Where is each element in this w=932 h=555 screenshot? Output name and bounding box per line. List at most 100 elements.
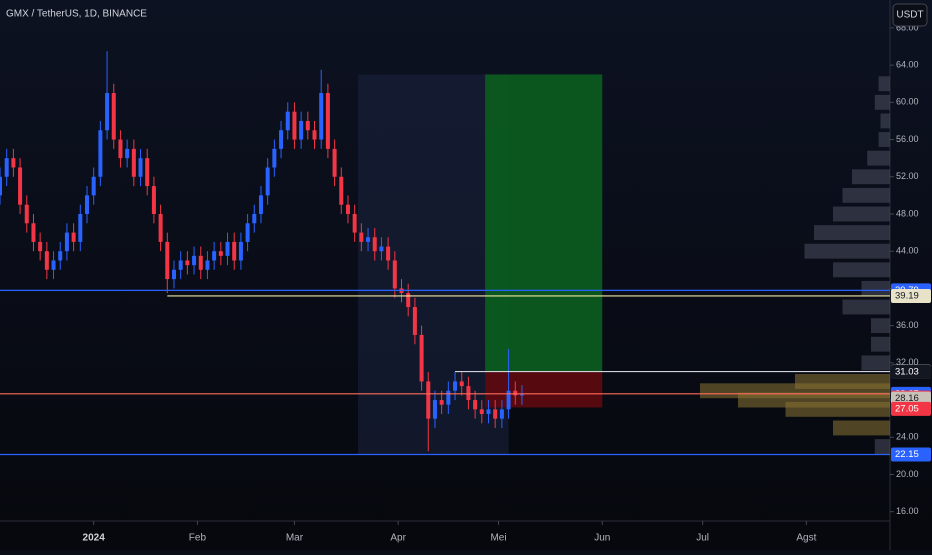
candle-body — [178, 260, 183, 270]
candle-body — [479, 409, 484, 415]
candle-body — [453, 381, 458, 391]
price-tag — [891, 401, 931, 416]
candle-body — [18, 167, 23, 205]
candle-body — [212, 251, 217, 261]
volume-profile-bar — [880, 113, 890, 129]
y-tick-label: 32.00 — [896, 357, 919, 367]
y-tick-label: 44.00 — [896, 246, 919, 256]
candle-body — [245, 223, 250, 242]
position-target — [485, 74, 603, 372]
candle-body — [513, 390, 518, 396]
candle-body — [386, 246, 391, 261]
candle-body — [44, 251, 49, 270]
candle-body — [24, 204, 29, 224]
candle-body — [379, 246, 384, 252]
plot: 16.0020.0024.0028.0032.0036.0040.0044.00… — [0, 22, 931, 544]
candle-body — [466, 386, 471, 401]
candle-body — [238, 241, 243, 261]
candle-body — [473, 400, 478, 410]
candle-body — [439, 400, 444, 405]
candle-body — [145, 158, 150, 187]
y-tick-label: 52.00 — [896, 171, 919, 181]
candle-body — [78, 213, 83, 242]
candle-body — [279, 130, 284, 149]
price-tag — [891, 288, 931, 303]
candle-body — [105, 93, 110, 131]
x-tick-label: Apr — [390, 533, 406, 544]
candle-body — [292, 111, 297, 140]
y-tick-label: 20.00 — [896, 469, 919, 479]
candle-body — [138, 158, 143, 177]
candle-body — [372, 237, 377, 252]
y-tick-label: 16.00 — [896, 506, 919, 516]
candle-body — [252, 213, 257, 224]
candle-body — [459, 381, 464, 387]
volume-profile-bar — [842, 299, 890, 315]
candle-body — [352, 213, 357, 233]
candle-body — [71, 232, 76, 242]
candle-body — [312, 130, 317, 140]
volume-profile-bar — [878, 76, 890, 92]
volume-profile-bar — [874, 439, 890, 455]
volume-profile-bar — [833, 262, 890, 278]
candle-body — [171, 269, 176, 280]
candle-body — [366, 237, 371, 242]
candle-body — [493, 409, 498, 419]
volume-profile-bar — [804, 243, 890, 259]
candle-body — [84, 195, 89, 214]
candle-body — [258, 195, 263, 214]
candle-body — [165, 241, 170, 280]
candle-body — [4, 158, 9, 177]
y-tick-label: 60.00 — [896, 97, 919, 107]
volume-profile-bar — [861, 355, 890, 371]
candle-body — [198, 255, 203, 270]
volume-profile-bar — [814, 225, 890, 241]
candle-body — [151, 186, 156, 214]
y-tick-label: 36.00 — [896, 320, 919, 330]
currency-button[interactable] — [892, 3, 928, 27]
candle-body — [218, 251, 223, 256]
candle-body — [339, 176, 344, 205]
x-tick-label: 2024 — [83, 533, 106, 544]
candle-body — [232, 241, 237, 261]
x-tick-label: Mei — [490, 533, 506, 544]
candle-body — [285, 111, 290, 131]
candle-body — [359, 232, 364, 242]
price-tag — [891, 447, 931, 462]
candle-body — [225, 241, 230, 256]
x-tick-label: Jun — [594, 533, 610, 544]
candle-body — [11, 158, 16, 168]
y-tick-label: 68.00 — [896, 22, 919, 32]
volume-profile-bar — [852, 169, 890, 185]
candle-body — [0, 176, 3, 196]
date-range — [358, 74, 509, 455]
x-tick-label: Agst — [796, 533, 816, 544]
candle-body — [38, 241, 43, 252]
candle-body — [205, 260, 210, 270]
candle-body — [506, 390, 511, 410]
candle-body — [111, 93, 116, 140]
price-tag-label: 39.19 — [895, 290, 919, 301]
candle-body — [325, 93, 330, 149]
candle-body — [98, 130, 103, 177]
candle-body — [31, 223, 36, 242]
candle-body — [345, 204, 350, 214]
currency-label[interactable]: USDT — [896, 10, 923, 21]
candle-body — [406, 293, 411, 308]
candle-body — [446, 390, 451, 405]
volume-profile-bar — [867, 150, 890, 166]
candle-body — [305, 120, 310, 131]
candle-body — [91, 176, 96, 196]
candle-body — [185, 260, 190, 266]
candle-body — [51, 260, 56, 270]
x-tick-label: Mar — [286, 533, 304, 544]
candle-body — [158, 213, 163, 242]
position-stop — [485, 371, 603, 408]
candle-body — [432, 400, 437, 419]
candle-body — [332, 148, 337, 177]
candle-body — [519, 394, 524, 396]
volume-profile-bar — [833, 420, 890, 436]
price-tag-label: 22.15 — [895, 449, 919, 460]
volume-profile-bar — [874, 94, 890, 110]
